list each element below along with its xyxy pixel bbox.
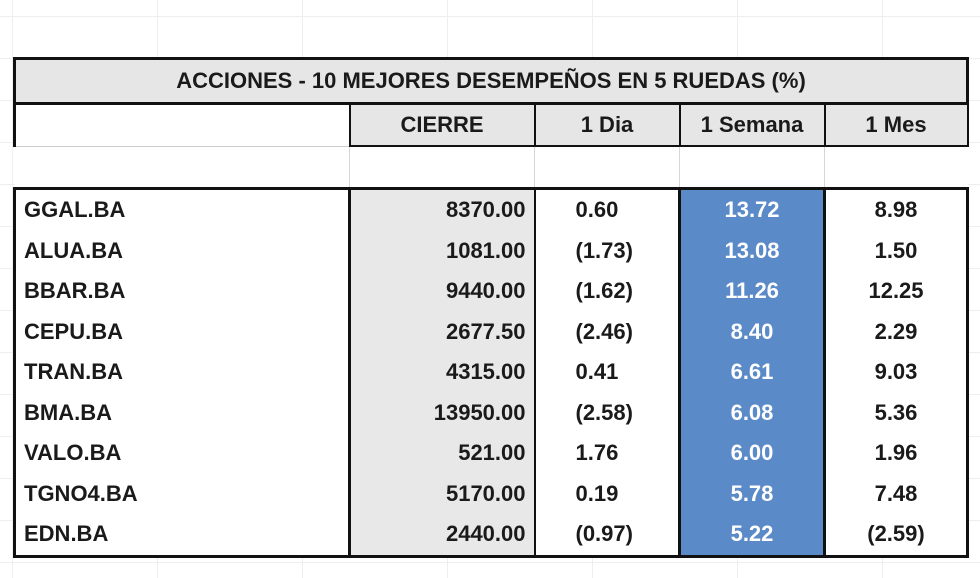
- ticker-cell: TRAN.BA: [13, 352, 350, 393]
- mes-cell: 12.25: [824, 271, 969, 312]
- performance-table: ACCIONES - 10 MEJORES DESEMPEÑOS EN 5 RU…: [13, 57, 969, 558]
- mes-cell: 7.48: [824, 473, 969, 514]
- table-row: TGNO4.BA 5170.00 0.19 5.78 7.48: [13, 473, 969, 514]
- table-row: EDN.BA 2440.00 (0.97) 5.22 (2.59): [13, 514, 969, 558]
- ticker-cell: CEPU.BA: [13, 311, 350, 352]
- semana-cell: 5.22: [678, 514, 826, 558]
- semana-cell: 8.40: [678, 311, 826, 352]
- cierre-cell: 1081.00: [348, 230, 535, 271]
- semana-cell: 13.08: [678, 230, 826, 271]
- column-header-1-mes: 1 Mes: [823, 102, 969, 147]
- mes-cell: 5.36: [824, 392, 969, 433]
- semana-cell: 6.61: [678, 352, 826, 393]
- ticker-cell: BBAR.BA: [13, 271, 350, 312]
- semana-cell: 6.08: [678, 392, 826, 433]
- cierre-cell: 5170.00: [348, 473, 535, 514]
- column-header-cierre: CIERRE: [348, 102, 536, 147]
- ticker-cell: GGAL.BA: [13, 188, 350, 231]
- ticker-cell: EDN.BA: [13, 514, 350, 558]
- ticker-cell: ALUA.BA: [13, 230, 350, 271]
- cierre-cell: 13950.00: [348, 392, 535, 433]
- mes-cell: 1.96: [824, 433, 969, 474]
- header-blank-cell: [13, 103, 350, 147]
- cierre-cell: 2440.00: [348, 514, 535, 558]
- table-row: VALO.BA 521.00 1.76 6.00 1.96: [13, 433, 969, 474]
- cierre-cell: 4315.00: [348, 352, 535, 393]
- semana-cell: 6.00: [678, 433, 826, 474]
- mes-cell: (2.59): [824, 514, 969, 558]
- column-header-1-semana: 1 Semana: [678, 102, 826, 147]
- cierre-cell: 9440.00: [348, 271, 535, 312]
- table-row: TRAN.BA 4315.00 0.41 6.61 9.03: [13, 352, 969, 393]
- dia-cell: 1.76: [533, 433, 680, 474]
- spacer-cell: [349, 146, 535, 190]
- table-row: BBAR.BA 9440.00 (1.62) 11.26 12.25: [13, 271, 969, 312]
- cierre-cell: 521.00: [348, 433, 535, 474]
- dia-cell: 0.19: [533, 473, 680, 514]
- table-row: BMA.BA 13950.00 (2.58) 6.08 5.36: [13, 392, 969, 433]
- semana-cell: 5.78: [678, 473, 826, 514]
- semana-cell: 13.72: [678, 188, 826, 231]
- table-row: GGAL.BA 8370.00 0.60 13.72 8.98: [13, 188, 969, 231]
- dia-cell: (2.46): [533, 311, 680, 352]
- dia-cell: (0.97): [533, 514, 680, 558]
- spacer-cell: [534, 146, 680, 190]
- spacer-cell: [824, 146, 968, 190]
- semana-cell: 11.26: [678, 271, 826, 312]
- spacer-cell: [679, 146, 825, 190]
- dia-cell: 0.60: [533, 188, 680, 231]
- mes-cell: 2.29: [824, 311, 969, 352]
- table-row: CEPU.BA 2677.50 (2.46) 8.40 2.29: [13, 311, 969, 352]
- ticker-cell: TGNO4.BA: [13, 473, 350, 514]
- dia-cell: (1.73): [533, 230, 680, 271]
- mes-cell: 9.03: [824, 352, 969, 393]
- ticker-cell: BMA.BA: [13, 392, 350, 433]
- dia-cell: 0.41: [533, 352, 680, 393]
- table-row: ALUA.BA 1081.00 (1.73) 13.08 1.50: [13, 230, 969, 271]
- spacer-cell: [14, 146, 350, 190]
- cierre-cell: 8370.00: [348, 188, 535, 231]
- mes-cell: 1.50: [824, 230, 969, 271]
- dia-cell: (1.62): [533, 271, 680, 312]
- table-title: ACCIONES - 10 MEJORES DESEMPEÑOS EN 5 RU…: [13, 57, 969, 105]
- column-header-1-dia: 1 Dia: [533, 102, 681, 147]
- mes-cell: 8.98: [824, 188, 969, 231]
- ticker-cell: VALO.BA: [13, 433, 350, 474]
- cierre-cell: 2677.50: [348, 311, 535, 352]
- dia-cell: (2.58): [533, 392, 680, 433]
